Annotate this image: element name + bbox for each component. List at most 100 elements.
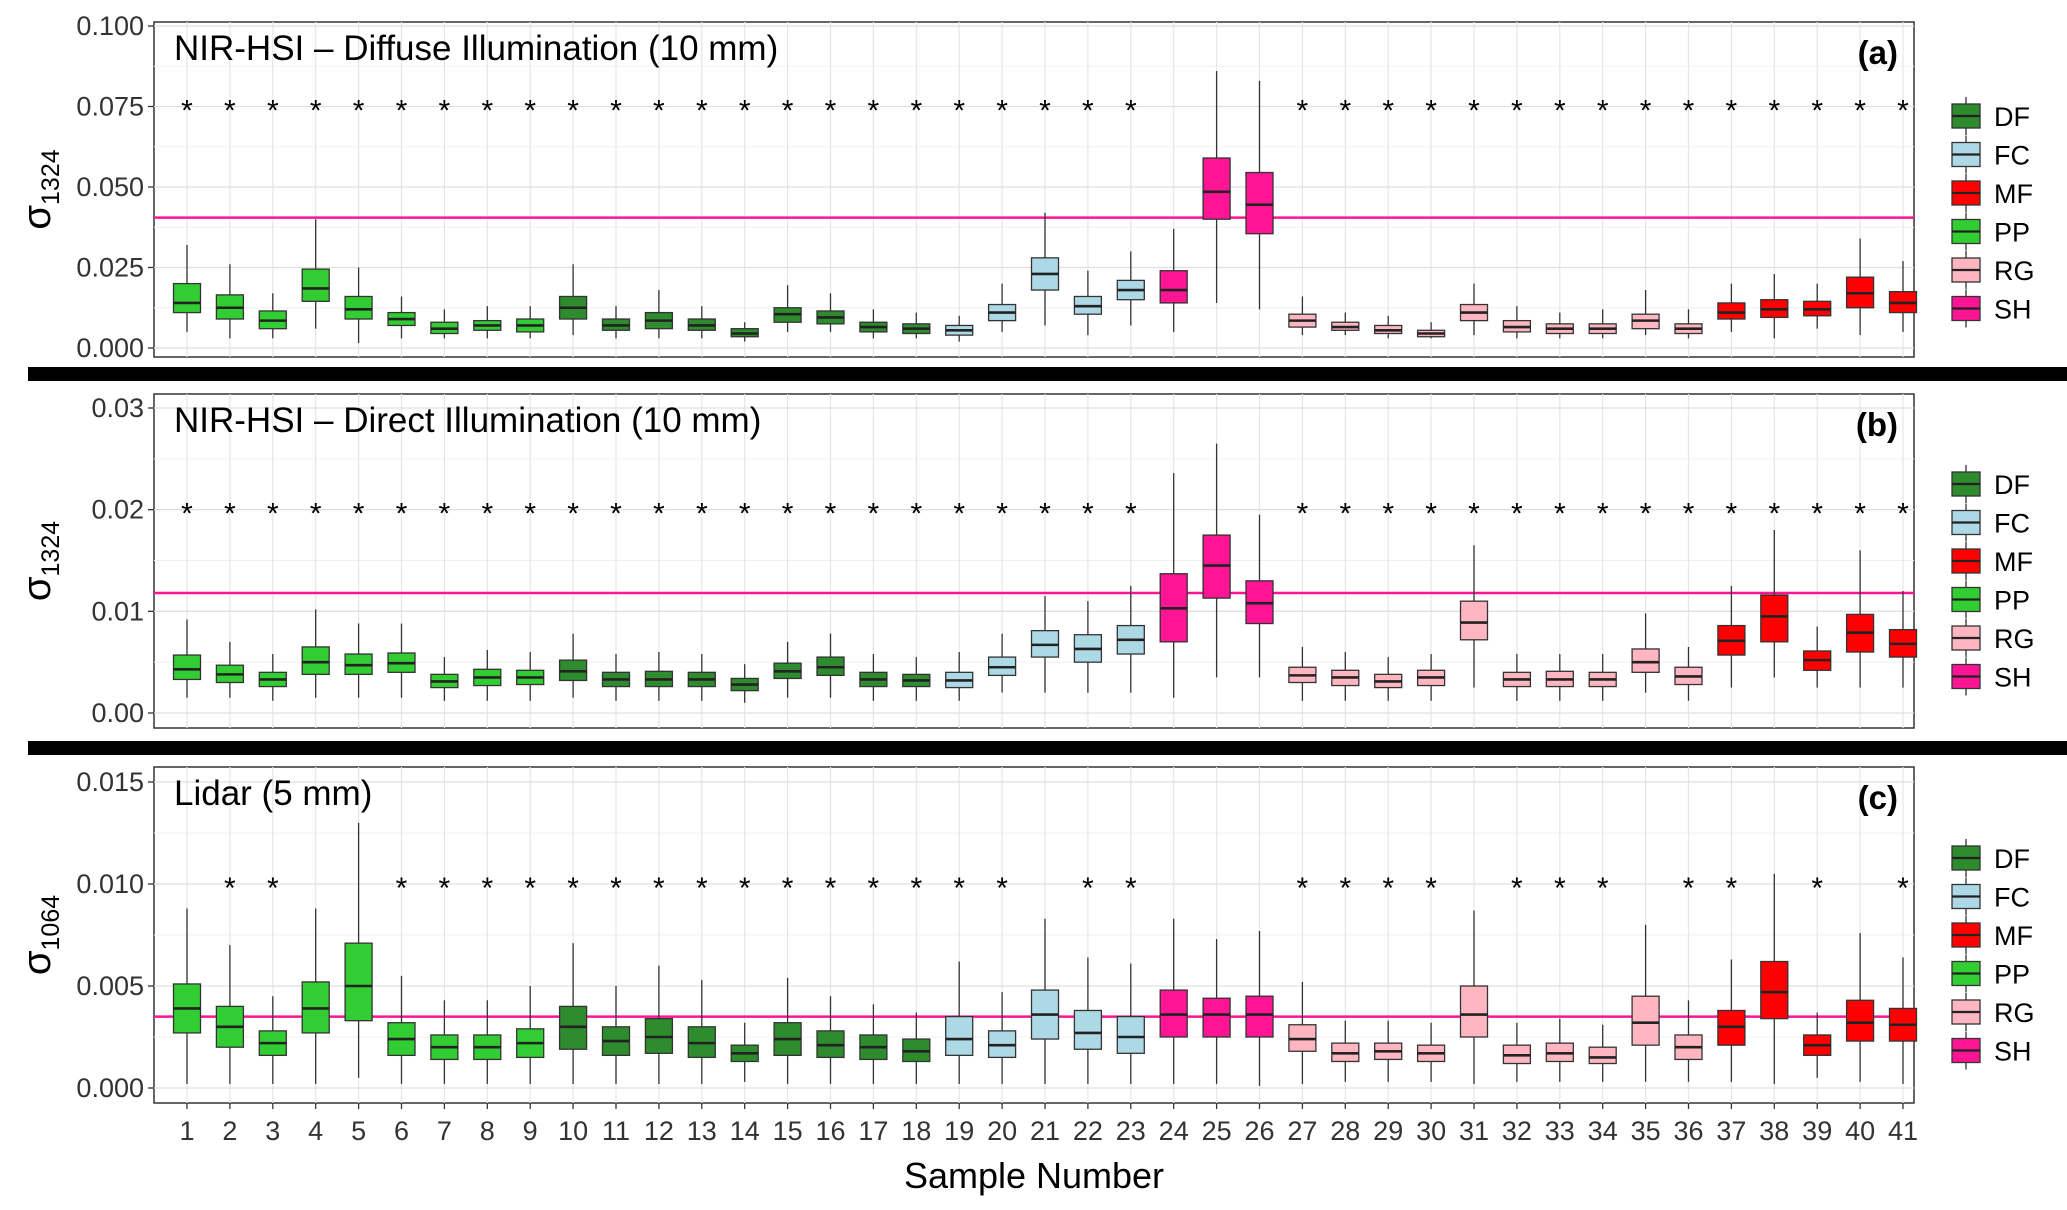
significance-star: * bbox=[1382, 95, 1394, 128]
significance-star: * bbox=[782, 95, 794, 128]
panel-letter: (b) bbox=[1856, 406, 1898, 443]
y-tick-label: 0.03 bbox=[91, 393, 144, 423]
significance-star: * bbox=[1768, 498, 1780, 531]
panel-border bbox=[153, 21, 1915, 358]
significance-star: * bbox=[353, 498, 365, 531]
panel-1: 0.000 0.025 0.050 0.075 0.100 * * * * * * * * * * * * * * *… bbox=[15, 11, 2035, 363]
x-tick-label: 35 bbox=[1631, 1116, 1661, 1146]
significance-star: * bbox=[396, 95, 408, 128]
significance-star: * bbox=[996, 498, 1008, 531]
significance-star: * bbox=[910, 872, 922, 905]
x-tick-label: 2 bbox=[222, 1116, 237, 1146]
x-tick-label: 7 bbox=[437, 1116, 452, 1146]
significance-star: * bbox=[1511, 95, 1523, 128]
panel-separator bbox=[28, 741, 2067, 755]
legend-label-PP: PP bbox=[1994, 218, 2030, 248]
significance-star: * bbox=[1511, 498, 1523, 531]
significance-star: * bbox=[481, 95, 493, 128]
y-tick-label: 0.000 bbox=[76, 1073, 144, 1103]
x-tick-label: 12 bbox=[644, 1116, 674, 1146]
significance-star: * bbox=[653, 95, 665, 128]
significance-star: * bbox=[396, 498, 408, 531]
significance-star: * bbox=[439, 95, 451, 128]
significance-star: * bbox=[524, 95, 536, 128]
x-tick-label: 28 bbox=[1330, 1116, 1360, 1146]
significance-star: * bbox=[953, 95, 965, 128]
significance-star: * bbox=[1082, 498, 1094, 531]
x-tick-label: 40 bbox=[1845, 1116, 1875, 1146]
legend-label-MF: MF bbox=[1994, 921, 2033, 951]
significance-star: * bbox=[1039, 498, 1051, 531]
y-tick-label: 0.005 bbox=[76, 971, 144, 1001]
significance-star: * bbox=[1726, 498, 1738, 531]
y-axis-label: σ1064 bbox=[15, 895, 65, 975]
significance-star: * bbox=[1468, 498, 1480, 531]
x-tick-label: 34 bbox=[1588, 1116, 1618, 1146]
y-tick-label: 0.075 bbox=[76, 92, 144, 122]
box-sample-1 bbox=[172, 654, 202, 681]
x-tick-label: 31 bbox=[1459, 1116, 1489, 1146]
panel-letter: (a) bbox=[1858, 34, 1898, 71]
significance-star: * bbox=[868, 872, 880, 905]
significance-star: * bbox=[1382, 498, 1394, 531]
significance-star: * bbox=[653, 498, 665, 531]
legend-label-FC: FC bbox=[1994, 141, 2030, 171]
significance-star: * bbox=[1425, 498, 1437, 531]
significance-star: * bbox=[1468, 95, 1480, 128]
box-sample-37 bbox=[1717, 302, 1746, 320]
x-tick-label: 33 bbox=[1545, 1116, 1575, 1146]
x-tick-label: 38 bbox=[1759, 1116, 1789, 1146]
significance-star: * bbox=[1597, 498, 1609, 531]
significance-star: * bbox=[1554, 872, 1566, 905]
legend-label-DF: DF bbox=[1994, 102, 2030, 132]
significance-star: * bbox=[524, 872, 536, 905]
panel-title: NIR-HSI – Direct Illumination (10 mm) bbox=[174, 401, 761, 440]
box-sample-38 bbox=[1760, 594, 1789, 643]
significance-star: * bbox=[524, 498, 536, 531]
significance-star: * bbox=[953, 872, 965, 905]
x-tick-label: 23 bbox=[1116, 1116, 1146, 1146]
box-sample-22 bbox=[1073, 1009, 1103, 1050]
significance-star: * bbox=[1811, 872, 1823, 905]
y-tick-label: 0.100 bbox=[76, 11, 144, 41]
y-axis-label: σ1324 bbox=[15, 149, 65, 229]
significance-star: * bbox=[267, 95, 279, 128]
significance-star: * bbox=[696, 498, 708, 531]
x-tick-label: 5 bbox=[351, 1116, 366, 1146]
x-tick-label: 22 bbox=[1073, 1116, 1103, 1146]
y-tick-label: 0.00 bbox=[91, 698, 144, 728]
significance-star: * bbox=[739, 498, 751, 531]
significance-star: * bbox=[1082, 95, 1094, 128]
box-sample-35 bbox=[1631, 648, 1660, 673]
x-tick-label: 25 bbox=[1202, 1116, 1232, 1146]
y-tick-label: 0.050 bbox=[76, 172, 144, 202]
box-sample-38 bbox=[1760, 960, 1789, 1020]
significance-star: * bbox=[481, 498, 493, 531]
x-tick-label: 1 bbox=[179, 1116, 194, 1146]
significance-star: * bbox=[1811, 95, 1823, 128]
box-sample-35 bbox=[1631, 995, 1660, 1046]
significance-star: * bbox=[782, 872, 794, 905]
significance-star: * bbox=[825, 95, 837, 128]
significance-star: * bbox=[267, 498, 279, 531]
panel-3: 0.000 0.005 0.010 0.015 * * * * * * * * * * * * * * * * * * * *… bbox=[15, 766, 2035, 1104]
significance-star: * bbox=[1854, 95, 1866, 128]
significance-star: * bbox=[439, 872, 451, 905]
significance-star: * bbox=[310, 95, 322, 128]
significance-star: * bbox=[1640, 498, 1652, 531]
x-tick-label: 9 bbox=[523, 1116, 538, 1146]
significance-star: * bbox=[1897, 498, 1909, 531]
significance-star: * bbox=[953, 498, 965, 531]
x-tick-label: 26 bbox=[1244, 1116, 1274, 1146]
box-sample-4 bbox=[301, 268, 330, 302]
significance-star: * bbox=[696, 872, 708, 905]
significance-star: * bbox=[868, 498, 880, 531]
x-tick-label: 16 bbox=[815, 1116, 845, 1146]
legend-label-MF: MF bbox=[1994, 179, 2033, 209]
x-tick-label: 3 bbox=[265, 1116, 280, 1146]
x-tick-label: 21 bbox=[1030, 1116, 1060, 1146]
significance-star: * bbox=[1425, 95, 1437, 128]
box-sample-24 bbox=[1159, 270, 1188, 304]
significance-star: * bbox=[1339, 95, 1351, 128]
significance-star: * bbox=[1640, 95, 1652, 128]
